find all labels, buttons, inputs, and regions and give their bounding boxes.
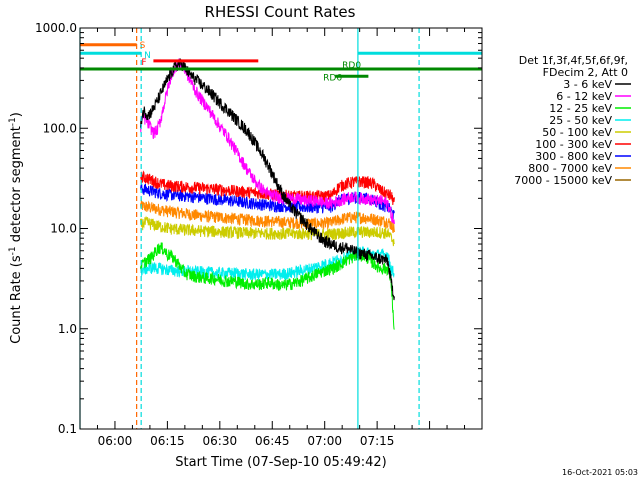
legend-entry-label: 12 - 25 keV bbox=[549, 102, 612, 115]
legend-entry-label: 300 - 800 keV bbox=[535, 150, 612, 163]
series-line-50-100keV bbox=[140, 215, 395, 247]
series-line-3-6keV bbox=[140, 58, 395, 301]
legend-entry-label: 6 - 12 keV bbox=[556, 90, 612, 103]
annotation-label-n: N bbox=[144, 51, 151, 61]
legend-entry-label: 3 - 6 keV bbox=[563, 78, 612, 91]
legend-entry-label: 25 - 50 keV bbox=[549, 114, 612, 127]
series-group bbox=[140, 58, 395, 330]
legend-entry-label: 100 - 300 keV bbox=[535, 138, 612, 151]
y-tick-label: 100.0 bbox=[43, 121, 77, 135]
y-tick-label: 1.0 bbox=[58, 322, 77, 336]
x-tick-label: 06:15 bbox=[150, 434, 185, 448]
y-tick-label: 0.1 bbox=[58, 422, 77, 436]
x-tick-label: 06:30 bbox=[203, 434, 238, 448]
x-tick-label: 07:00 bbox=[307, 434, 342, 448]
y-axis-label: Count Rate (s-1 detector segment-1) bbox=[8, 112, 24, 344]
y-tick-label: 1000.0 bbox=[35, 21, 77, 35]
series-line-12-25keV bbox=[140, 242, 395, 330]
annotation-label-f: F bbox=[141, 58, 146, 68]
y-axis-label-part: -1 bbox=[8, 246, 18, 255]
series-line-800-7000keV bbox=[140, 199, 395, 234]
annotation-label-rd0: RD0 bbox=[342, 61, 361, 71]
y-axis-label-part: -1 bbox=[8, 117, 18, 126]
legend-header-line: FDecim 2, Att 0 bbox=[543, 66, 628, 79]
legend-entry-label: 50 - 100 keV bbox=[542, 126, 612, 139]
annotation-label-s: S bbox=[140, 41, 146, 51]
y-axis-label-part: Count Rate (s bbox=[9, 255, 24, 344]
chart-title: RHESSI Count Rates bbox=[205, 3, 356, 21]
footer-timestamp: 16-Oct-2021 05:03 bbox=[562, 468, 638, 477]
legend-header-line: Det 1f,3f,4f,5f,6f,9f, bbox=[519, 54, 628, 67]
axes: 0.1 1.0 10.0 100.0 1000.0 06:00 06:15 06:30 06:4… bbox=[35, 21, 482, 448]
annotation-label-rd6: RD6 bbox=[323, 73, 342, 83]
y-axis-label-part: detector segment bbox=[9, 126, 24, 246]
legend: Det 1f,3f,4f,5f,6f,9f,FDecim 2, Att 03 -… bbox=[514, 54, 631, 187]
x-axis-label: Start Time (07-Sep-10 05:49:42) bbox=[175, 455, 386, 470]
x-tick-label: 07:15 bbox=[360, 434, 395, 448]
x-tick-label: 06:45 bbox=[255, 434, 290, 448]
x-tick-label: 06:00 bbox=[98, 434, 133, 448]
legend-entry-label: 800 - 7000 keV bbox=[528, 162, 612, 175]
y-axis-label-part: ) bbox=[9, 112, 24, 117]
y-tick-label: 10.0 bbox=[50, 222, 77, 236]
legend-entry-label: 7000 - 15000 keV bbox=[514, 174, 612, 187]
